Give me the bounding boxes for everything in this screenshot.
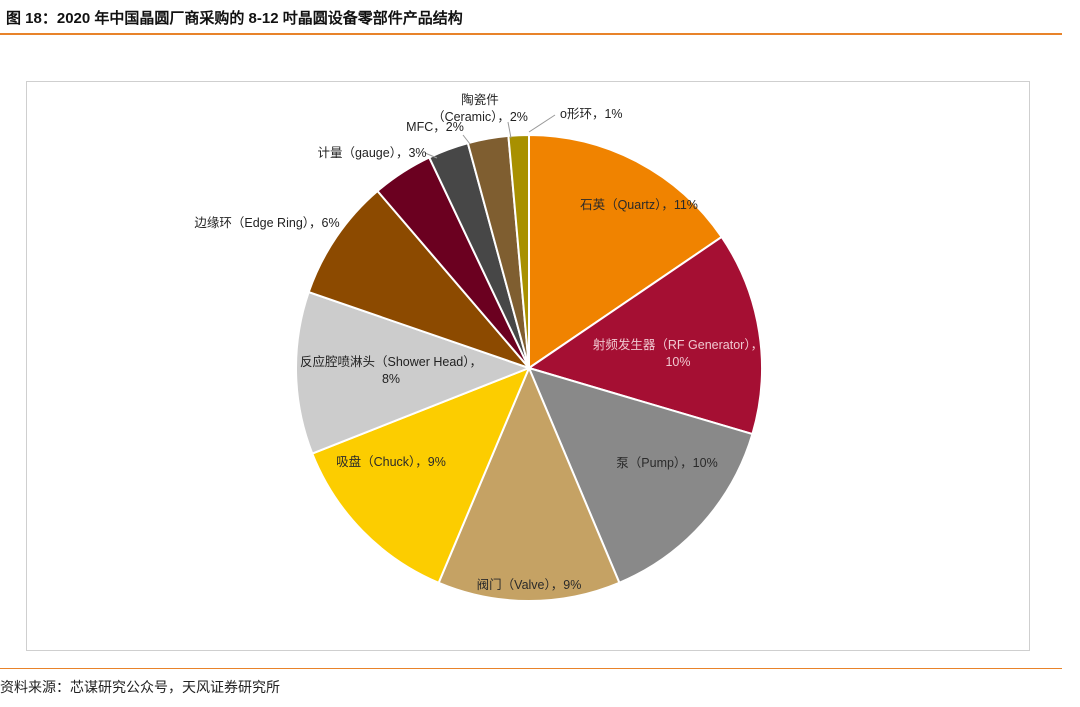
pie-label-反应腔喷淋头: 反应腔喷淋头（Shower Head）， 8% xyxy=(300,354,482,386)
pie-slice-边缘环 xyxy=(307,189,533,371)
pie-slice-泵 xyxy=(527,366,754,585)
pie-label-阀门: 阀门（Valve），9% xyxy=(477,577,582,592)
pie-label-泵: 泵（Pump），10% xyxy=(616,456,717,470)
pie-label-mfc-2-: MFC，2% xyxy=(406,120,464,134)
source-divider xyxy=(0,668,1062,669)
leader-line-陶瓷件 xyxy=(507,121,512,139)
pie-slice-石英 xyxy=(528,133,724,370)
pie-slice-o形环-1- xyxy=(507,133,530,369)
pie-slice-反应腔喷淋头 xyxy=(295,290,532,455)
pie-leader-lines xyxy=(424,114,556,159)
leader-line-mfc-2- xyxy=(462,134,471,145)
leader-line-o形环-1- xyxy=(528,114,556,133)
pie-slice-吸盘 xyxy=(310,366,531,585)
figure-title: 图 18：2020 年中国晶圆厂商采购的 8-12 吋晶圆设备零部件产品结构 xyxy=(6,10,463,27)
pie-label-吸盘: 吸盘（Chuck），9% xyxy=(336,454,446,469)
pie-label-射频发生器: 射频发生器（RF Generator）， 10% xyxy=(593,337,763,369)
pie-label-边缘环: 边缘环（Edge Ring），6% xyxy=(194,216,339,230)
pie-label-o形环-1-: o形环，1% xyxy=(560,107,623,121)
pie-chart: 石英（Quartz），11% 射频发生器（RF Generator）， 10% 泵（P… xyxy=(194,92,763,602)
leader-line-计量 xyxy=(424,152,438,159)
pie-slices xyxy=(295,133,763,602)
pie-labels: 石英（Quartz），11% 射频发生器（RF Generator）， 10% 泵（P… xyxy=(194,92,763,592)
pie-label-石英: 石英（Quartz），11% xyxy=(580,198,698,212)
pie-label-计量: 计量（gauge），3% xyxy=(317,146,426,160)
title-divider xyxy=(0,33,1062,35)
source-note: 资料来源：芯谋研究公众号，天风证券研究所 xyxy=(0,679,280,695)
pie-label-陶瓷件: 陶瓷件（Ceramic），2% xyxy=(432,92,528,124)
chart-frame: 石英（Quartz），11% 射频发生器（RF Generator）， 10% 泵（P… xyxy=(26,81,1030,651)
pie-slice-阀门 xyxy=(437,365,621,602)
